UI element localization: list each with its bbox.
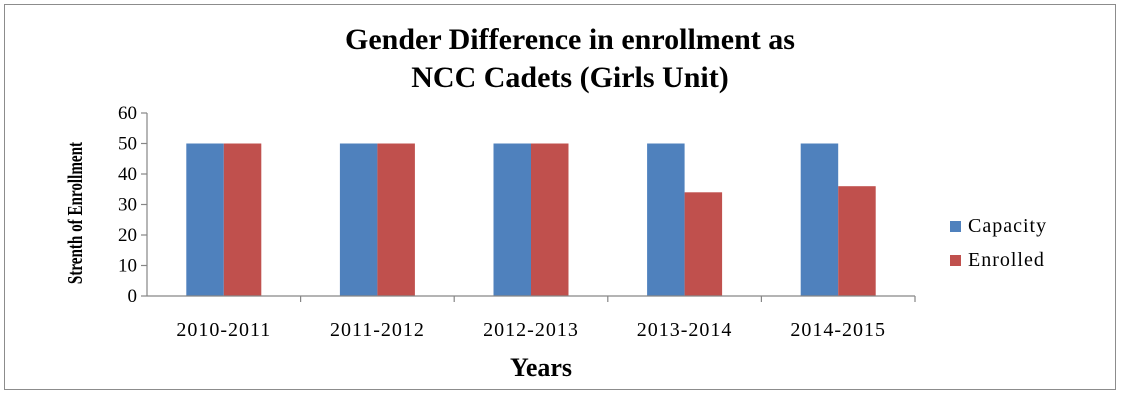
x-tick-label: 2010-2011 <box>176 319 271 341</box>
chart-title-line-1: Gender Difference in enrollment as <box>345 23 795 56</box>
bar-capacity-2011-2012 <box>339 143 378 296</box>
bar-enrolled-2012-2013 <box>531 143 569 296</box>
chart-title-line-2: NCC Cadets (Girls Unit) <box>411 61 728 94</box>
y-tick-label: 60 <box>118 103 137 124</box>
bar-capacity-2014-2015 <box>800 143 839 296</box>
y-tick-label: 0 <box>128 286 138 307</box>
chart-title: Gender Difference in enrollment as NCC C… <box>345 23 795 94</box>
y-axis: 0 10 20 30 40 50 60 <box>118 103 148 307</box>
x-tick-label: 2013-2014 <box>637 319 733 341</box>
bar-capacity-2010-2011 <box>186 143 224 296</box>
bar-enrolled-2013-2014 <box>684 192 723 296</box>
bar-enrolled-2011-2012 <box>377 143 415 296</box>
legend-swatch-capacity <box>950 221 961 232</box>
chart-frame: Gender Difference in enrollment as NCC C… <box>4 4 1116 390</box>
y-axis-label: Strenth of Enrollment <box>64 142 87 284</box>
x-tick-label: 2012-2013 <box>483 319 579 341</box>
y-tick-label: 50 <box>118 134 137 155</box>
y-tick-label: 20 <box>118 225 137 246</box>
x-axis: 2010-2011 2011-2012 2012-2013 2013-2014 2014… <box>147 295 916 341</box>
y-tick-label: 40 <box>118 164 137 185</box>
legend: Capacity Enrolled <box>950 215 1047 271</box>
bar-enrolled-2014-2015 <box>838 186 876 296</box>
y-tick-label: 10 <box>118 256 137 277</box>
x-tick-label: 2014-2015 <box>790 319 886 341</box>
x-tick-label: 2011-2012 <box>330 319 425 341</box>
legend-label-enrolled: Enrolled <box>968 249 1045 271</box>
chart: Gender Difference in enrollment as NCC C… <box>64 23 1047 382</box>
bar-enrolled-2010-2011 <box>223 143 262 296</box>
y-tick-label: 30 <box>118 195 137 216</box>
x-axis-label: Years <box>510 353 572 382</box>
legend-label-capacity: Capacity <box>968 215 1047 237</box>
bar-capacity-2013-2014 <box>647 143 685 296</box>
bars <box>186 143 876 296</box>
bar-capacity-2012-2013 <box>493 143 531 296</box>
legend-swatch-enrolled <box>950 255 961 266</box>
